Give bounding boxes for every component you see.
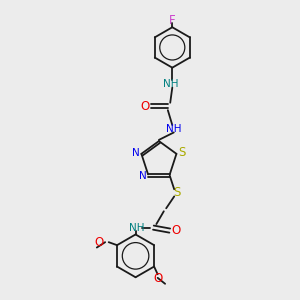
- Text: F: F: [169, 14, 175, 27]
- Text: N: N: [132, 148, 140, 158]
- Text: S: S: [179, 146, 186, 159]
- Text: NH: NH: [166, 124, 182, 134]
- Text: S: S: [173, 186, 181, 199]
- Text: NH: NH: [163, 79, 178, 89]
- Text: O: O: [172, 224, 181, 237]
- Text: N: N: [139, 171, 147, 181]
- Text: O: O: [94, 236, 104, 249]
- Text: NH: NH: [129, 223, 145, 232]
- Text: O: O: [154, 272, 163, 285]
- Text: O: O: [140, 100, 150, 113]
